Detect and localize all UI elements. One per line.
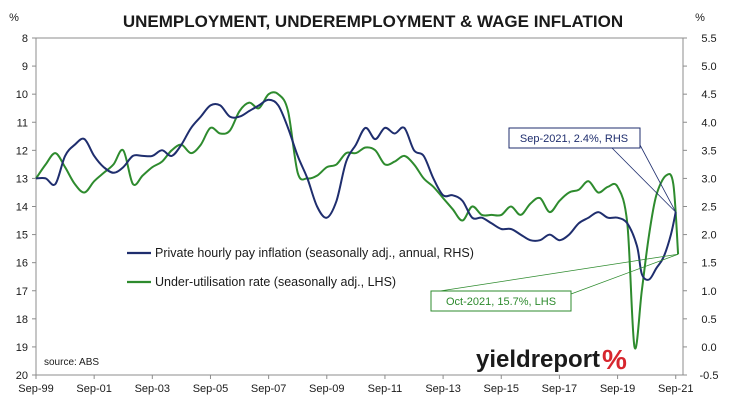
callout-text-oct2021: Oct-2021, 15.7%, LHS — [446, 296, 556, 308]
series-line-under-utilisation — [35, 91, 680, 350]
callout-pointer-oct2021-b — [570, 253, 679, 295]
left-axis: 8 9 10 11 12 13 14 15 16 17 18 19 20 — [16, 33, 36, 382]
x-tick-label: Sep-03 — [135, 383, 170, 395]
x-tick-label: Sep-11 — [368, 383, 403, 395]
right-tick-label: 5.0 — [701, 61, 716, 73]
plot-area-frame — [35, 37, 684, 376]
right-tick-label: 2.0 — [701, 230, 716, 242]
callout-pointer-sep2021-a — [611, 147, 677, 213]
legend: Private hourly pay inflation (seasonally… — [127, 246, 474, 289]
right-tick-label: -0.5 — [700, 370, 719, 382]
left-tick-label: 11 — [17, 117, 28, 129]
left-tick-label: 10 — [16, 89, 28, 101]
left-tick-label: 20 — [16, 370, 28, 382]
callout-pointer-sep2021-b — [639, 144, 677, 213]
right-tick-label: 4.5 — [701, 89, 716, 101]
x-tick-label: Sep-99 — [18, 383, 53, 395]
left-tick-label: 9 — [22, 61, 28, 73]
callout-box-oct2021 — [430, 290, 572, 312]
legend-label-pay-inflation: Private hourly pay inflation (seasonally… — [155, 246, 474, 260]
right-tick-label: 0.0 — [701, 342, 716, 354]
callouts: Sep-2021, 2.4%, RHS Oct-2021, 15.7%, LHS — [430, 127, 679, 312]
left-tick-label: 19 — [16, 342, 28, 354]
right-tick-label: 4.0 — [701, 117, 716, 129]
right-tick-label: 2.5 — [701, 202, 716, 214]
series-layer — [35, 91, 680, 350]
right-tick-label: 1.5 — [701, 258, 716, 270]
right-axis: 5.5 5.0 4.5 4.0 3.5 3.0 2.5 2.0 1.5 1.0 0.5 0.0 -0.5 — [683, 33, 718, 382]
x-tick-label: Sep-15 — [484, 383, 519, 395]
left-tick-label: 14 — [16, 202, 28, 214]
right-axis-unit: % — [695, 12, 705, 24]
x-tick-label: Sep-09 — [309, 383, 344, 395]
right-tick-label: 1.0 — [701, 286, 716, 298]
source-note: source: ABS — [44, 357, 99, 368]
legend-label-under-utilisation: Under-utilisation rate (seasonally adj.,… — [155, 275, 396, 289]
x-tick-label: Sep-17 — [542, 383, 577, 395]
x-axis: Sep-99 Sep-01 Sep-03 Sep-05 Sep-07 Sep-09 Sep-… — [18, 375, 693, 395]
x-tick-label: Sep-21 — [658, 383, 693, 395]
yieldreport-logo: yieldreport % — [476, 344, 627, 375]
right-tick-label: 3.5 — [701, 145, 716, 157]
callout-text-sep2021: Sep-2021, 2.4%, RHS — [520, 133, 628, 145]
right-tick-label: 5.5 — [701, 33, 716, 45]
left-tick-label: 8 — [22, 33, 28, 45]
callout-box-sep2021 — [508, 127, 641, 149]
chart-title: UNEMPLOYMENT, UNDEREMPLOYMENT & WAGE INF… — [123, 12, 623, 31]
right-tick-label: 0.5 — [701, 314, 716, 326]
x-tick-label: Sep-05 — [193, 383, 228, 395]
x-tick-label: Sep-01 — [76, 383, 111, 395]
left-tick-label: 17 — [16, 286, 28, 298]
right-tick-label: 3.0 — [701, 173, 716, 185]
callout-pointer-oct2021-a — [439, 253, 679, 292]
left-tick-label: 18 — [16, 314, 28, 326]
series-line-pay-inflation — [35, 98, 677, 281]
x-tick-label: Sep-19 — [600, 383, 635, 395]
left-tick-label: 13 — [16, 173, 28, 185]
logo-percent-symbol: % — [602, 344, 627, 375]
logo-wordmark: yieldreport — [476, 346, 600, 373]
x-tick-label: Sep-07 — [251, 383, 286, 395]
x-tick-label: Sep-13 — [425, 383, 460, 395]
left-axis-unit: % — [9, 12, 19, 24]
left-tick-label: 12 — [16, 145, 28, 157]
left-tick-label: 16 — [16, 258, 28, 270]
left-tick-label: 15 — [16, 230, 28, 242]
